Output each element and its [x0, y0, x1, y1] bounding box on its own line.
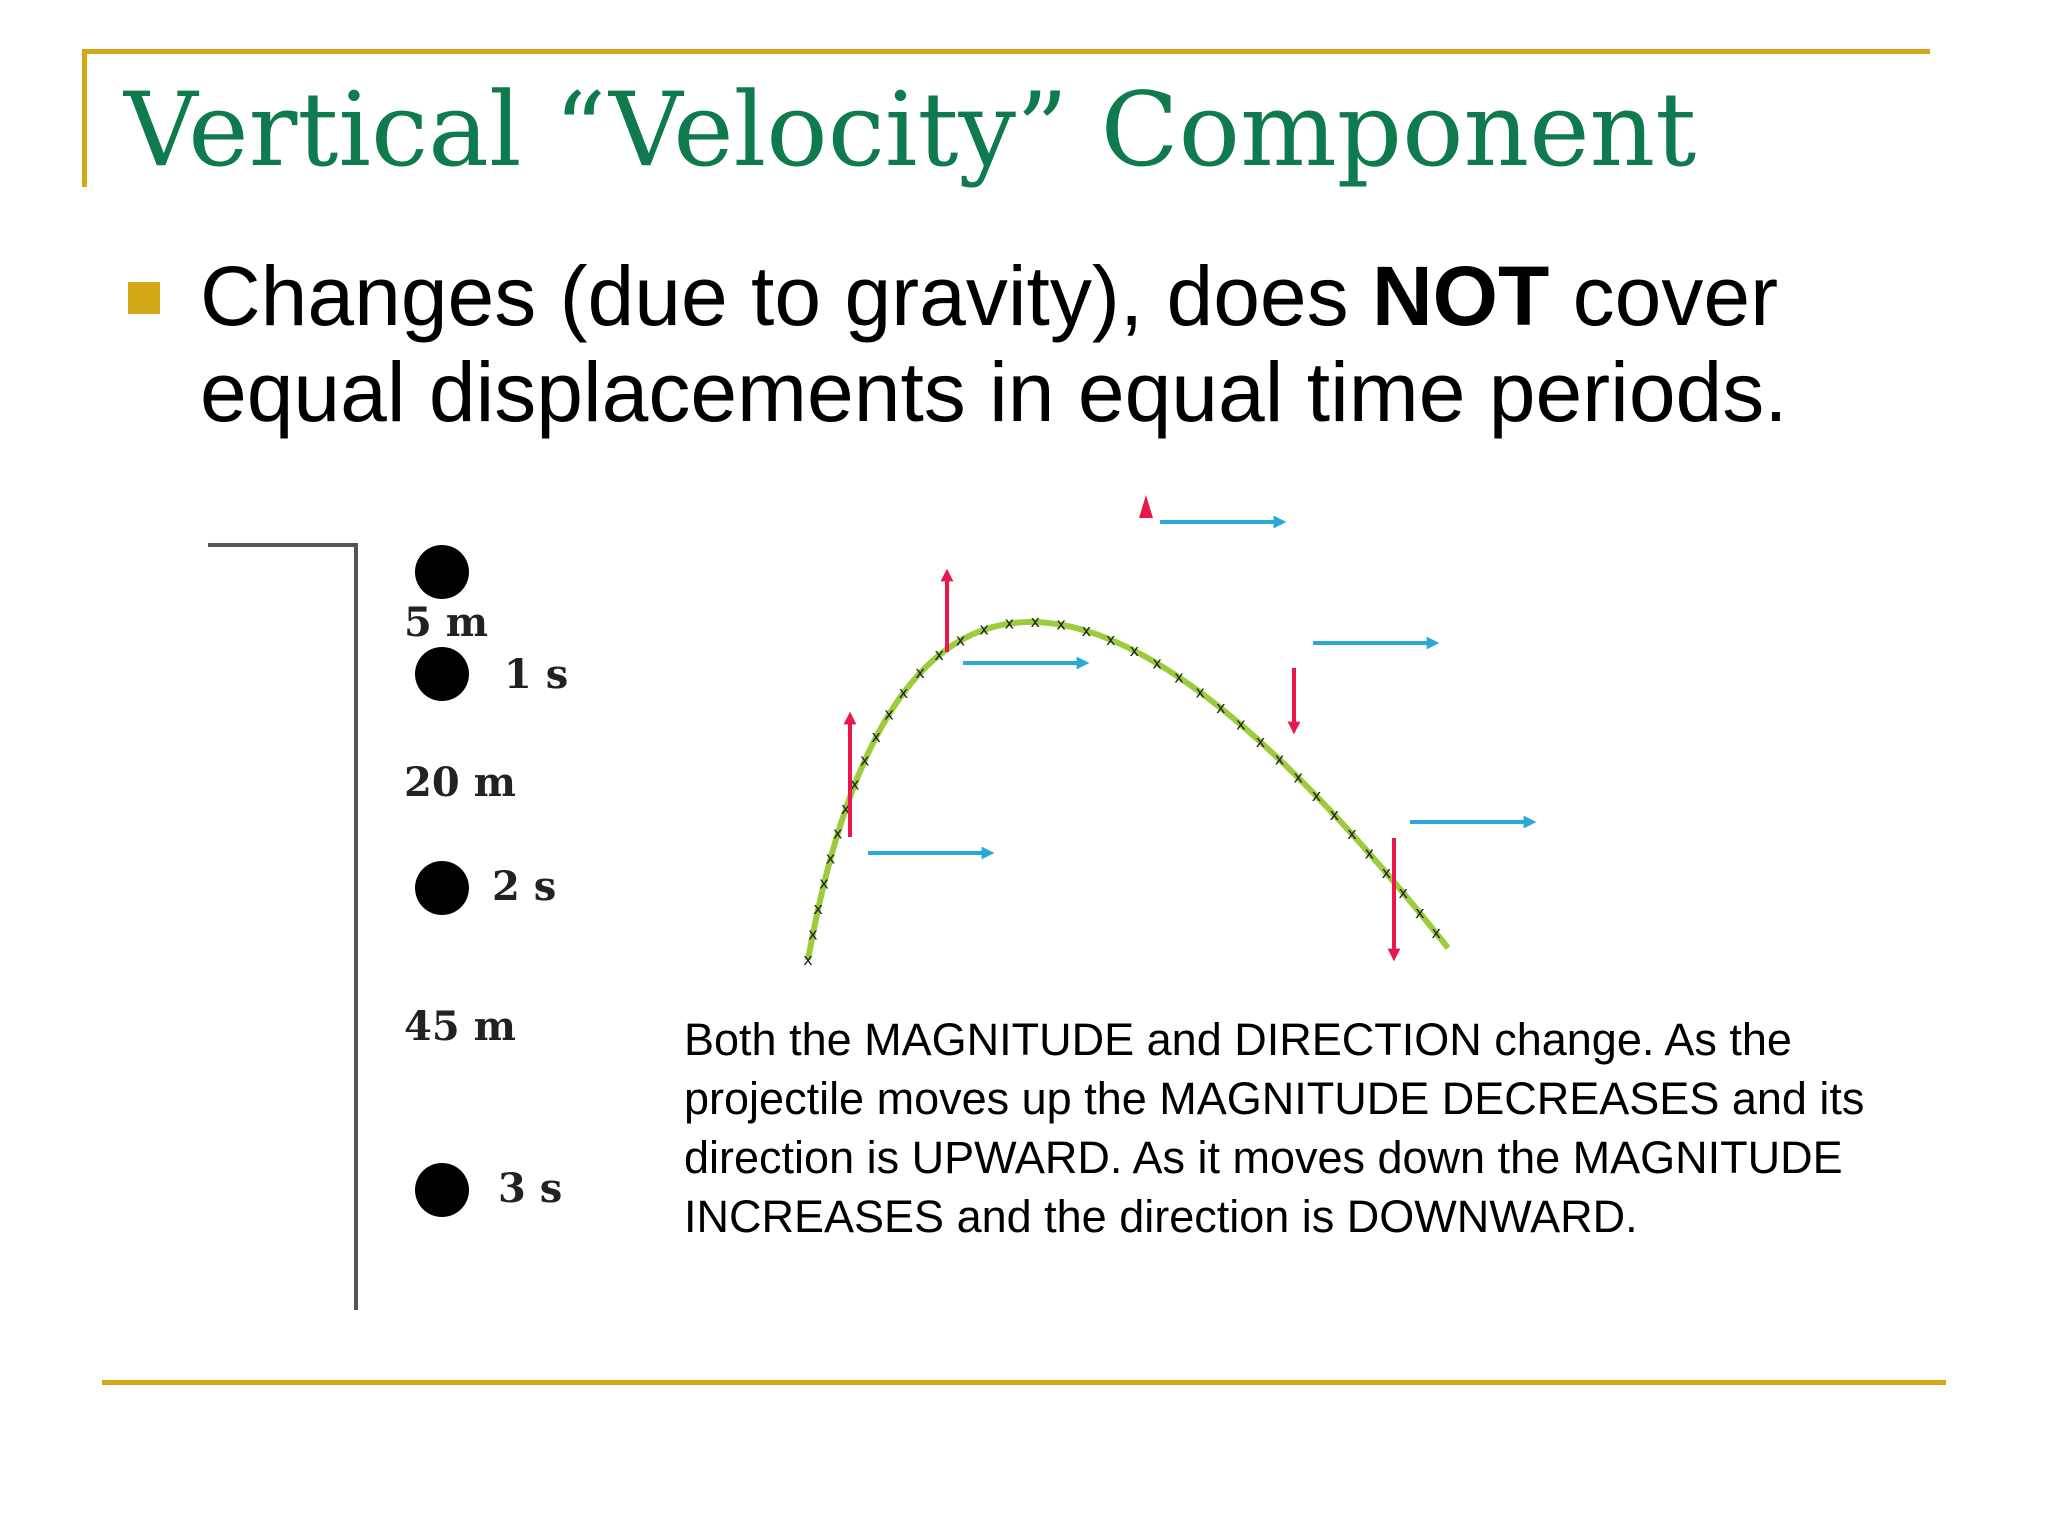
distance-label-3: 45 m	[404, 1003, 516, 1050]
distance-label-2: 20 m	[404, 759, 516, 806]
trajectory-marker: x	[1174, 667, 1183, 686]
trajectory-marker: x	[826, 849, 835, 868]
trajectory-marker: x	[1005, 614, 1014, 633]
trajectory-marker: x	[1106, 630, 1115, 649]
bullet-text-end: cover equal displacements in equal time …	[200, 249, 1788, 439]
trajectory-marker: x	[1196, 682, 1205, 701]
slide-title: Vertical “Velocity” Component	[124, 71, 1697, 190]
trajectory-marker: x	[860, 750, 869, 769]
bottom-rule	[102, 1380, 1946, 1385]
bullet-text: Changes (due to gravity), does NOT cover…	[200, 248, 1900, 440]
trajectory-marker: x	[1398, 883, 1407, 902]
trajectory-marker: x	[956, 630, 965, 649]
trajectory-marker: x	[850, 774, 859, 793]
trajectory-marker: x	[1330, 805, 1339, 824]
ball-1s	[415, 647, 469, 701]
trajectory-marker: x	[1031, 612, 1040, 631]
trajectory-marker: x	[1082, 621, 1091, 640]
trajectory-marker: x	[979, 620, 988, 639]
top-rule	[82, 49, 1930, 54]
trajectory-marker: x	[1347, 824, 1356, 843]
time-label-3: 3 s	[498, 1165, 562, 1212]
trajectory-marker: x	[1130, 641, 1139, 660]
distance-label-1: 5 m	[404, 599, 488, 646]
trajectory-marker: x	[1431, 923, 1440, 942]
trajectory-marker: x	[1056, 615, 1065, 634]
trajectory-marker: x	[1275, 750, 1284, 769]
trajectory-marker: x	[1236, 715, 1245, 734]
free-fall-frame	[208, 543, 358, 1310]
trajectory-marker: x	[833, 824, 842, 843]
ball-2s	[415, 861, 469, 915]
trajectory-marker: x	[1256, 732, 1265, 751]
bullet-square-icon	[128, 282, 160, 314]
trajectory-marker: x	[1382, 863, 1391, 882]
trajectory-marker: x	[1152, 653, 1161, 672]
trajectory-marker: x	[915, 663, 924, 682]
trajectory-marker: x	[934, 645, 943, 664]
bullet-text-start: Changes (due to gravity), does	[200, 249, 1372, 343]
bullet-text-bold: NOT	[1371, 249, 1550, 343]
trajectory-marker: x	[819, 874, 828, 893]
time-label-1: 1 s	[504, 651, 568, 698]
trajectory-marker: x	[1365, 843, 1374, 862]
trajectory-marker: x	[803, 950, 812, 969]
trajectory-marker: x	[1293, 768, 1302, 787]
trajectory-marker: x	[841, 799, 850, 818]
trajectory-marker: x	[1415, 903, 1424, 922]
trajectory-marker: x	[884, 704, 893, 723]
trajectory-marker: x	[871, 727, 880, 746]
free-fall-figure: 5 m 1 s 20 m 2 s 45 m 3 s	[208, 543, 568, 1310]
trajectory-marker: x	[899, 683, 908, 702]
trajectory-marker: x	[813, 899, 822, 918]
trajectory-marker: x	[1216, 698, 1225, 717]
trajectory-marker: x	[808, 924, 817, 943]
ball-start	[415, 545, 469, 599]
ball-3s	[415, 1163, 469, 1217]
trajectory-marker: x	[1312, 786, 1321, 805]
caption-text: Both the MAGNITUDE and DIRECTION change.…	[684, 1014, 1865, 1242]
left-rule	[82, 49, 87, 187]
vertical-velocity-arrow-top	[1139, 495, 1153, 518]
time-label-2: 2 s	[492, 863, 556, 910]
trajectory-curve	[805, 619, 1451, 961]
